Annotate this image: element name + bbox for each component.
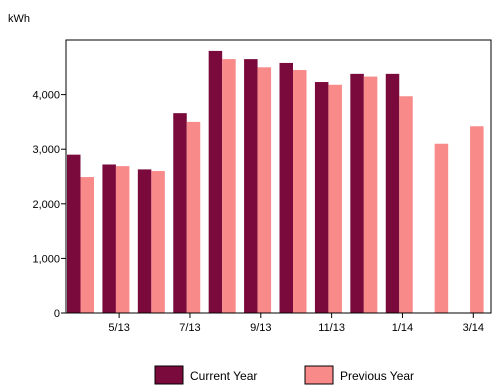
bars-group	[67, 50, 484, 314]
bar-current-year-3	[137, 169, 152, 313]
legend-label-previous-year: Previous Year	[340, 369, 414, 383]
x-tick-label: 3/14	[463, 322, 484, 334]
y-tick-label: 0	[54, 308, 60, 320]
legend-swatch-current-year	[154, 365, 184, 385]
bar-current-year-1	[67, 154, 81, 313]
bar-previous-year-6	[257, 67, 272, 313]
x-tick-label: 1/14	[392, 322, 413, 334]
bar-previous-year-3	[151, 171, 165, 313]
bar-current-year-4	[173, 113, 187, 313]
y-axis: 0 1,000 2,000 3,000 4,000	[32, 90, 66, 320]
y-tick-label: 3,000	[32, 144, 60, 156]
legend: Current Year Previous Year	[154, 365, 414, 385]
bar-previous-year-10	[399, 96, 413, 314]
bar-previous-year-5	[222, 59, 236, 313]
bar-current-year-9	[350, 73, 364, 313]
bar-previous-year-1	[80, 177, 94, 313]
x-axis: 5/13 7/13 9/13 11/13 1/14 3/14	[108, 313, 484, 334]
bar-previous-year-4	[186, 121, 201, 314]
y-unit-label: kWh	[8, 13, 30, 25]
bar-previous-year-12	[470, 126, 484, 314]
bar-previous-year-7	[293, 70, 307, 313]
y-tick-label: 2,000	[32, 199, 60, 211]
bar-current-year-6	[244, 59, 258, 313]
bar-current-year-8	[314, 82, 329, 313]
y-tick-label: 4,000	[32, 90, 60, 102]
x-tick-label: 5/13	[108, 322, 129, 334]
x-tick-label: 11/13	[318, 322, 345, 334]
plot-frame	[65, 39, 492, 314]
bar-previous-year-11	[434, 143, 449, 313]
bar-previous-year-9	[363, 76, 378, 313]
bar-previous-year-2	[115, 166, 130, 313]
legend-label-current-year: Current Year	[190, 369, 257, 383]
x-tick-label: 7/13	[179, 322, 200, 334]
bar-current-year-10	[385, 73, 400, 313]
bar-current-year-2	[102, 164, 116, 313]
bar-current-year-7	[279, 62, 293, 314]
x-tick-label: 9/13	[250, 322, 271, 334]
y-tick-label: 1,000	[32, 253, 60, 265]
legend-swatch-previous-year	[304, 365, 334, 385]
bar-previous-year-8	[328, 84, 342, 314]
bar-current-year-5	[208, 50, 223, 314]
